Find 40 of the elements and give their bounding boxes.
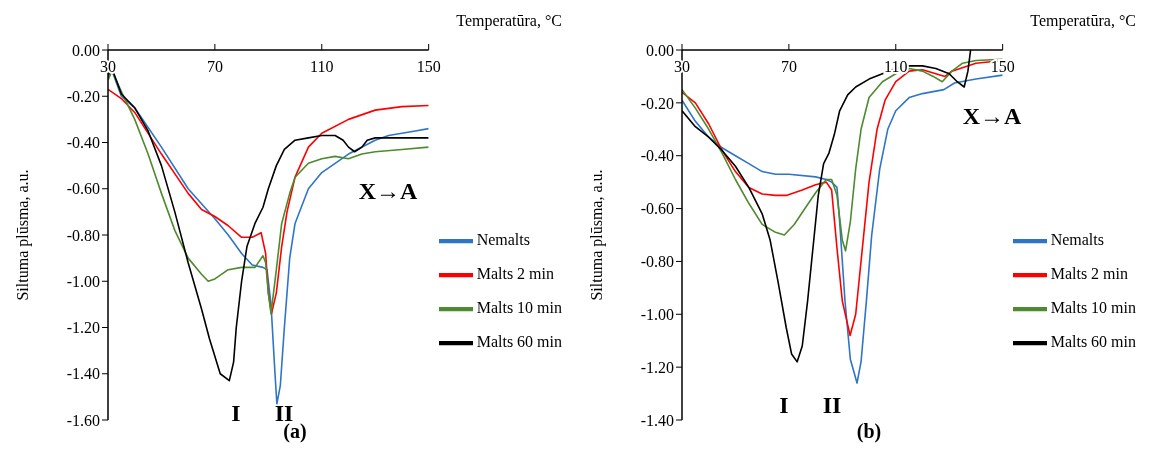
- y-tick-label: -0.80: [66, 226, 100, 244]
- legend-label: Malts 2 min: [1050, 264, 1128, 282]
- legend-label: Malts 60 min: [1050, 332, 1136, 350]
- y-tick-label: 0.00: [646, 41, 674, 59]
- x-tick-label: 70: [780, 58, 797, 75]
- x-axis-title: Temperatūra, °C: [456, 12, 562, 30]
- x-tick-label: 70: [206, 58, 223, 75]
- legend-label: Malts 60 min: [476, 332, 562, 350]
- y-tick-label: -1.40: [640, 411, 674, 429]
- y-tick-label: -0.60: [640, 200, 674, 218]
- y-tick-label: -1.20: [66, 319, 100, 337]
- annotation: I: [779, 392, 789, 419]
- legend-label: Nemalts: [476, 230, 530, 248]
- legend-label: Malts 2 min: [476, 264, 554, 282]
- x-axis-title: Temperatūra, °C: [1030, 12, 1136, 30]
- annotation: X→A: [358, 178, 418, 205]
- legend-label: Malts 10 min: [1050, 298, 1136, 316]
- annotation: I: [231, 400, 241, 427]
- y-tick-label: -0.60: [66, 180, 100, 198]
- x-tick-label: 150: [416, 58, 441, 75]
- y-tick-label: -1.00: [66, 272, 100, 290]
- y-tick-label: -0.20: [66, 87, 100, 105]
- y-tick-label: 0.00: [72, 41, 100, 59]
- y-axis-title: Siltuma plūsma, a.u.: [13, 169, 32, 301]
- y-tick-label: -1.40: [66, 365, 100, 383]
- annotation: II: [822, 392, 842, 419]
- y-tick-label: -0.80: [640, 253, 674, 271]
- y-axis-title: Siltuma plūsma, a.u.: [587, 169, 606, 301]
- y-tick-label: -1.00: [640, 305, 674, 323]
- y-tick-label: -1.60: [66, 411, 100, 429]
- y-tick-label: -0.40: [66, 134, 100, 152]
- x-tick-label: 150: [990, 58, 1015, 75]
- x-tick-label: 110: [310, 58, 334, 75]
- y-tick-label: -0.40: [640, 147, 674, 165]
- text: (b): [856, 420, 882, 442]
- y-tick-label: -0.20: [640, 94, 674, 112]
- annotation: X→A: [962, 103, 1022, 130]
- legend-label: Malts 10 min: [476, 298, 562, 316]
- legend-label: Nemalts: [1050, 230, 1104, 248]
- y-tick-label: -1.20: [640, 358, 674, 376]
